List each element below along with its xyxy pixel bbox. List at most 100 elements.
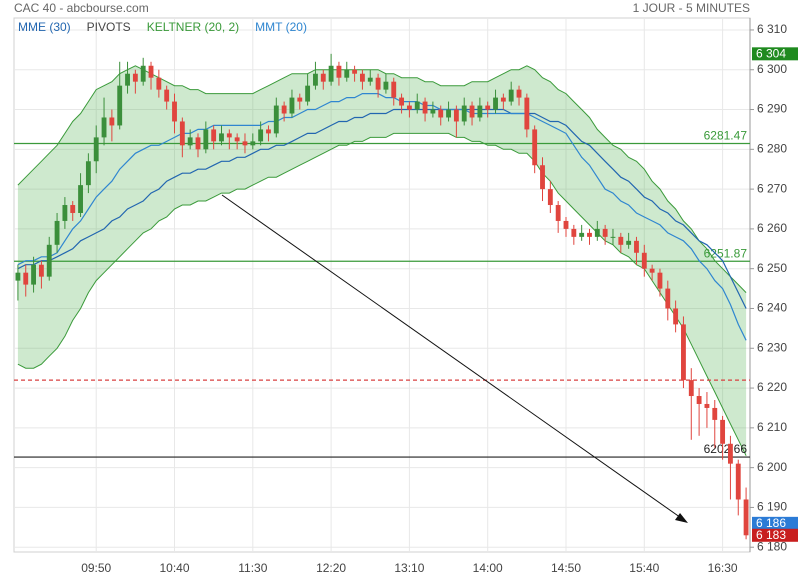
candle-body	[187, 137, 193, 146]
candle-body	[485, 105, 491, 110]
candle-body	[477, 105, 483, 118]
candle-body	[219, 133, 224, 142]
candle-body	[78, 185, 83, 213]
candle-body	[727, 443, 733, 464]
candle-body	[46, 244, 52, 277]
candle-body	[391, 81, 397, 98]
x-tick-label: 10:40	[159, 561, 189, 575]
price-tag-label: 6 183	[756, 528, 786, 542]
y-tick-label: 6 250	[757, 261, 787, 275]
trend-arrow	[221, 194, 688, 523]
plot: 6 180 6 190 6 200 6 210 6 220 6 230 6 240 6 250…	[13, 17, 787, 575]
candle-body	[563, 220, 569, 229]
candle-body	[242, 141, 248, 146]
y-tick-label: 6 190	[757, 500, 787, 514]
y-tick-label: 6 180	[757, 539, 787, 553]
candle-body	[681, 324, 686, 381]
candle-body	[688, 380, 694, 397]
candle-body	[438, 109, 444, 118]
candle-body	[148, 65, 154, 78]
candle-body	[704, 403, 710, 408]
candle-body	[524, 97, 530, 130]
candle-body	[587, 232, 592, 237]
chart-title: CAC 40 - abcbourse.com	[14, 1, 149, 15]
overlay: MME (30) PIVOTS KELTNER (20, 2) MMT (20) 6 3…	[18, 20, 798, 542]
candle-body	[493, 97, 498, 110]
candle-body	[540, 165, 545, 190]
candle-body	[500, 97, 506, 102]
candle-body	[336, 65, 342, 78]
candle-body	[422, 101, 428, 114]
candle-body	[453, 109, 459, 122]
candle-body	[281, 105, 287, 114]
candle-body	[195, 137, 201, 150]
candle-body	[555, 205, 561, 221]
legend-entry: MMT (20)	[255, 20, 307, 34]
x-tick-label: 09:50	[81, 561, 111, 575]
candle-body	[673, 308, 679, 325]
candle-body	[156, 77, 162, 90]
candle-body	[743, 499, 749, 536]
candle-body	[54, 220, 60, 245]
x-tick-label: 12:20	[316, 561, 346, 575]
candle-body	[23, 272, 29, 285]
candle-body	[696, 396, 702, 404]
y-tick-label: 6 270	[757, 181, 787, 195]
candle-body	[226, 133, 232, 138]
legend-entry: KELTNER (20, 2)	[147, 20, 239, 34]
candle-body	[461, 105, 467, 122]
y-tick-label: 6 280	[757, 141, 787, 155]
x-tick-label: 14:00	[473, 561, 503, 575]
legend-entry: MME (30)	[18, 20, 71, 34]
candle-body	[579, 232, 585, 237]
candle-body	[297, 97, 303, 102]
candle-body	[352, 69, 358, 74]
candle-body	[93, 137, 99, 162]
candle-body	[328, 65, 334, 82]
candle-body	[313, 73, 318, 86]
candle-body	[117, 85, 123, 126]
candle-body	[70, 205, 76, 213]
price-tag-label: 6 186	[756, 516, 786, 530]
candle-body	[469, 105, 475, 118]
candle-body	[85, 161, 91, 186]
y-tick-label: 6 230	[757, 340, 787, 354]
legend-entry: PIVOTS	[87, 20, 131, 34]
candle-body	[101, 117, 107, 138]
y-tick-label: 6 240	[757, 301, 787, 315]
y-tick-label: 6 220	[757, 380, 787, 394]
candle-body	[109, 117, 115, 126]
x-tick-label: 16:30	[708, 561, 738, 575]
candle-body	[234, 137, 240, 142]
keltner-fill	[17, 65, 747, 456]
x-tick-label: 11:30	[238, 561, 267, 575]
candle-body	[15, 272, 21, 281]
arrow-line	[221, 194, 685, 521]
candle-body	[508, 89, 514, 102]
candle-body	[258, 129, 264, 142]
candle-body	[610, 236, 616, 238]
candle-body	[532, 129, 538, 166]
moving-average	[17, 108, 747, 309]
candle-body	[547, 189, 553, 206]
pivot-label: 6202.66	[704, 442, 748, 456]
candle-body	[179, 121, 185, 146]
candle-body	[305, 85, 311, 102]
pivot-label: 6281.47	[704, 129, 748, 143]
candle-body	[164, 89, 170, 102]
candle-body	[132, 73, 138, 82]
candle-body	[62, 205, 68, 221]
candle-body	[414, 101, 420, 110]
candle-body	[657, 272, 663, 289]
keltner-upper	[17, 65, 747, 293]
y-tick-label: 6 210	[757, 420, 787, 434]
candle-body	[649, 268, 655, 273]
candle-body	[250, 141, 256, 146]
candle-body	[406, 105, 412, 110]
candle-body	[140, 65, 146, 82]
candle-body	[203, 129, 209, 150]
candle-body	[266, 129, 271, 134]
candle-body	[446, 109, 451, 118]
price-tag-label: 6 304	[756, 46, 786, 60]
